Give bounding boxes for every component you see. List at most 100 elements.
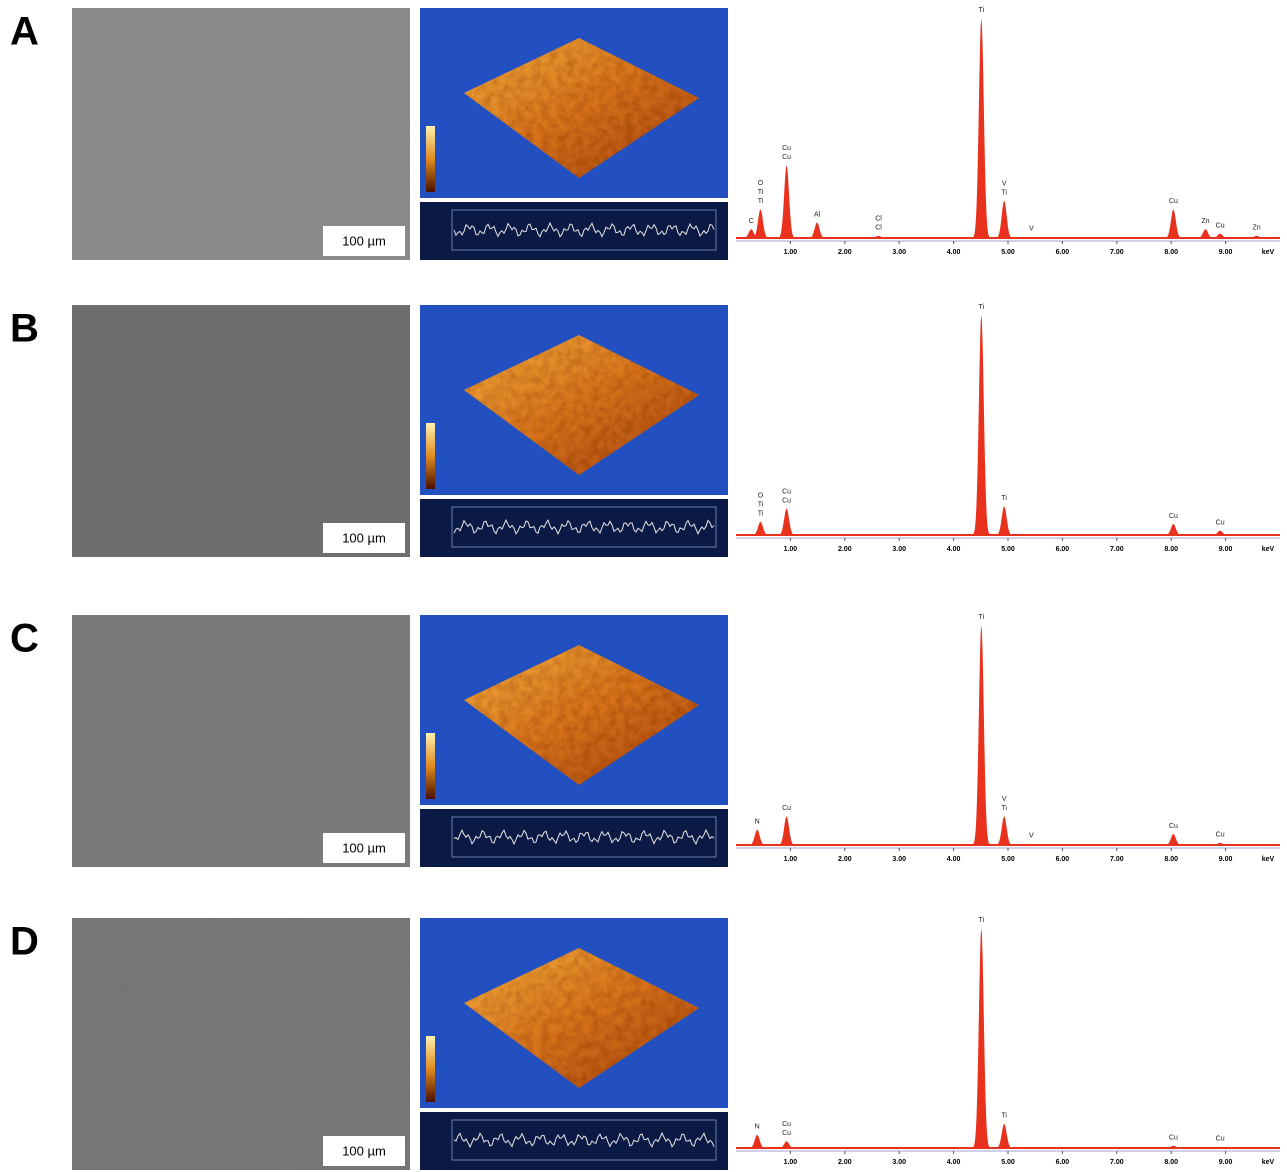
peak-label: Ti bbox=[979, 614, 985, 621]
spectrum-peak bbox=[747, 830, 767, 845]
x-tick-label: 3.00 bbox=[892, 249, 906, 256]
peak-label: Zn bbox=[1201, 218, 1209, 225]
x-unit-label: keV bbox=[1262, 249, 1275, 256]
x-tick-label: 3.00 bbox=[892, 1159, 906, 1166]
x-tick-label: 6.00 bbox=[1056, 546, 1070, 553]
spectrum-peak bbox=[994, 1124, 1014, 1148]
peak-label: O bbox=[758, 493, 764, 500]
peak-label: Cl bbox=[875, 225, 882, 232]
x-tick-label: 7.00 bbox=[1110, 1159, 1124, 1166]
x-tick-label: 5.00 bbox=[1001, 1159, 1015, 1166]
x-tick-label: 4.00 bbox=[947, 249, 961, 256]
spectrum-peak bbox=[972, 18, 992, 238]
peak-label: Ti bbox=[1001, 189, 1007, 196]
panel-letter: D bbox=[10, 920, 39, 964]
peak-label: Cu bbox=[1216, 1136, 1225, 1143]
peak-label: Cu bbox=[1169, 823, 1178, 830]
spectrum-peak bbox=[972, 315, 992, 535]
spectrum-peak bbox=[972, 928, 992, 1148]
color-scale bbox=[426, 423, 435, 489]
spectrum-peak bbox=[777, 816, 797, 845]
peak-label: Cu bbox=[1216, 832, 1225, 839]
x-tick-label: 1.00 bbox=[784, 1159, 798, 1166]
sem-image bbox=[72, 8, 410, 260]
peak-label: Ti bbox=[758, 511, 764, 518]
x-tick-label: 4.00 bbox=[947, 546, 961, 553]
scale-bar-label: 100 µm bbox=[342, 840, 386, 855]
peak-label: V bbox=[1002, 796, 1007, 803]
x-unit-label: keV bbox=[1262, 546, 1275, 553]
x-tick-label: 8.00 bbox=[1164, 249, 1178, 256]
figure: A 100 µm C Ti Ti O Cu Cu Al Cl Cl Ti Ti V V Cu Zn Cu Zn 1.0… bbox=[0, 0, 1287, 1172]
x-tick-label: 9.00 bbox=[1219, 1159, 1233, 1166]
x-unit-label: keV bbox=[1262, 856, 1275, 863]
panel-letter: B bbox=[10, 307, 39, 351]
color-scale bbox=[426, 126, 435, 192]
spectrum-peak bbox=[972, 625, 992, 845]
x-tick-label: 7.00 bbox=[1110, 546, 1124, 553]
peak-label: Cu bbox=[782, 154, 791, 161]
peak-label: Ti bbox=[1001, 805, 1007, 812]
x-tick-label: 5.00 bbox=[1001, 856, 1015, 863]
color-scale bbox=[426, 733, 435, 799]
peak-label: Ti bbox=[979, 917, 985, 924]
peak-label: Ti bbox=[758, 198, 764, 205]
x-tick-label: 2.00 bbox=[838, 856, 852, 863]
x-tick-label: 8.00 bbox=[1164, 856, 1178, 863]
peak-label: Ti bbox=[758, 189, 764, 196]
peak-label: V bbox=[1002, 180, 1007, 187]
peak-label: Cu bbox=[1216, 222, 1225, 229]
peak-label: Cl bbox=[875, 216, 882, 223]
spectrum-peak bbox=[994, 506, 1014, 535]
x-tick-label: 3.00 bbox=[892, 546, 906, 553]
sem-image bbox=[72, 918, 410, 1170]
x-unit-label: keV bbox=[1262, 1159, 1275, 1166]
x-tick-label: 8.00 bbox=[1164, 546, 1178, 553]
spectrum-peak bbox=[994, 816, 1014, 845]
spectrum-peak bbox=[1164, 209, 1184, 238]
scale-bar-label: 100 µm bbox=[342, 530, 386, 545]
x-tick-label: 4.00 bbox=[947, 856, 961, 863]
color-scale bbox=[426, 1036, 435, 1102]
x-tick-label: 5.00 bbox=[1001, 546, 1015, 553]
spectrum-peak bbox=[1164, 524, 1184, 535]
x-tick-label: 1.00 bbox=[784, 856, 798, 863]
peak-label: Cu bbox=[782, 497, 791, 504]
peak-label: Cu bbox=[1169, 513, 1178, 520]
scale-bar-label: 100 µm bbox=[342, 233, 386, 248]
peak-label: Cu bbox=[1169, 1135, 1178, 1142]
x-tick-label: 1.00 bbox=[784, 546, 798, 553]
peak-label: C bbox=[749, 218, 754, 225]
spectrum-peak bbox=[994, 201, 1014, 238]
sem-image bbox=[72, 305, 410, 557]
peak-label: Cu bbox=[782, 488, 791, 495]
peak-label: N bbox=[755, 818, 760, 825]
peak-label: V bbox=[1029, 226, 1034, 233]
spectrum-peak bbox=[1164, 834, 1184, 845]
peak-label: Cu bbox=[782, 805, 791, 812]
panel-letter: C bbox=[10, 617, 39, 661]
spectrum-peak bbox=[747, 1135, 767, 1148]
peak-label: Cu bbox=[1169, 198, 1178, 205]
x-tick-label: 2.00 bbox=[838, 249, 852, 256]
sem-image bbox=[72, 615, 410, 867]
x-tick-label: 6.00 bbox=[1056, 856, 1070, 863]
x-tick-label: 9.00 bbox=[1219, 856, 1233, 863]
peak-label: V bbox=[1029, 833, 1034, 840]
peak-label: Ti bbox=[979, 304, 985, 311]
spectrum-peak bbox=[777, 509, 797, 535]
peak-label: Al bbox=[814, 211, 821, 218]
peak-label: Cu bbox=[782, 1121, 791, 1128]
x-tick-label: 2.00 bbox=[838, 1159, 852, 1166]
x-tick-label: 6.00 bbox=[1056, 249, 1070, 256]
peak-label: Zn bbox=[1253, 225, 1261, 232]
peak-label: O bbox=[758, 180, 764, 187]
x-tick-label: 9.00 bbox=[1219, 249, 1233, 256]
panel-letter: A bbox=[10, 10, 39, 54]
x-tick-label: 9.00 bbox=[1219, 546, 1233, 553]
spectrum-peak bbox=[807, 223, 827, 238]
x-tick-label: 2.00 bbox=[838, 546, 852, 553]
x-tick-label: 8.00 bbox=[1164, 1159, 1178, 1166]
x-tick-label: 4.00 bbox=[947, 1159, 961, 1166]
x-tick-label: 1.00 bbox=[784, 249, 798, 256]
